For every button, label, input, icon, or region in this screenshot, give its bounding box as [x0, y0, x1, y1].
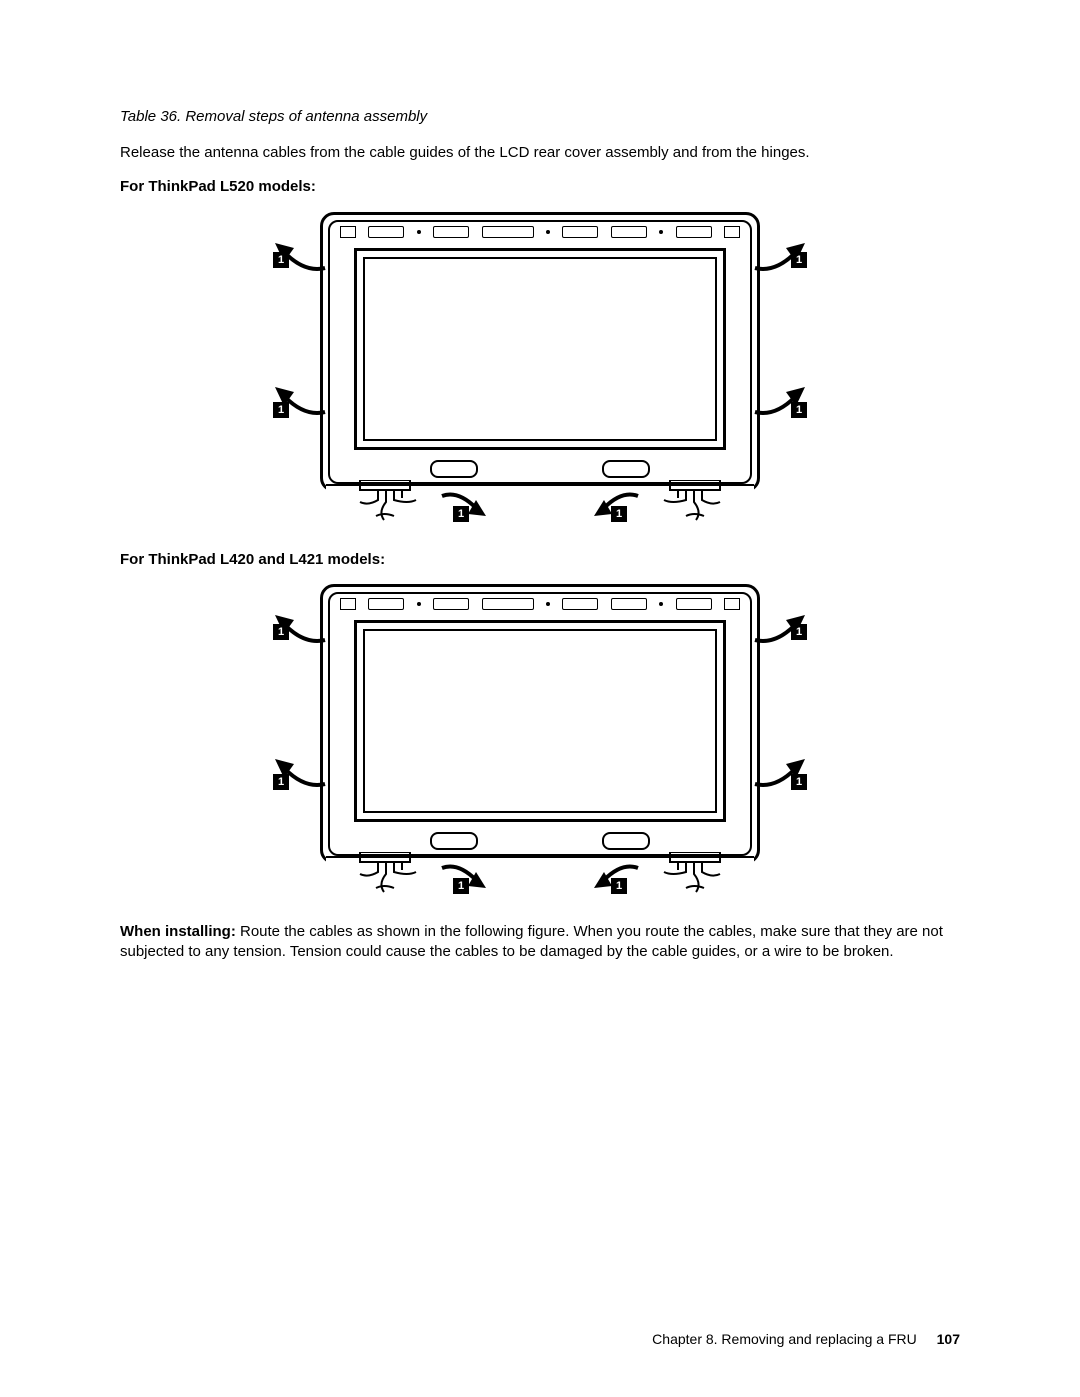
callout-marker: 1 — [273, 624, 289, 640]
callout-marker: 1 — [611, 878, 627, 894]
hinge-left — [358, 480, 438, 522]
callout-marker: 1 — [273, 774, 289, 790]
screen-frame — [354, 620, 726, 822]
page: Table 36. Removal steps of antenna assem… — [0, 0, 1080, 1397]
hinge-right — [642, 852, 722, 894]
page-footer: Chapter 8. Removing and replacing a FRU … — [652, 1331, 960, 1347]
lcd-rear-cover — [320, 584, 760, 894]
latch-hole-right — [602, 460, 650, 478]
callout-marker: 1 — [453, 506, 469, 522]
callout-marker: 1 — [791, 402, 807, 418]
callout-marker: 1 — [273, 252, 289, 268]
screen-frame — [354, 248, 726, 450]
diagram-l420: 1 1 1 1 1 1 — [275, 584, 805, 894]
screen-inner — [363, 629, 717, 813]
top-components — [340, 598, 740, 610]
heading-l520: For ThinkPad L520 models: — [120, 177, 960, 197]
top-components — [340, 226, 740, 238]
callout-marker: 1 — [453, 878, 469, 894]
install-note: When installing: Route the cables as sho… — [120, 922, 960, 963]
install-text: Route the cables as shown in the followi… — [120, 923, 943, 960]
latch-hole-left — [430, 832, 478, 850]
callout-marker: 1 — [791, 624, 807, 640]
hinge-right — [642, 480, 722, 522]
diagram-l520: 1 1 1 1 1 1 — [275, 212, 805, 522]
callout-marker: 1 — [791, 252, 807, 268]
heading-l420: For ThinkPad L420 and L421 models: — [120, 550, 960, 570]
latch-hole-left — [430, 460, 478, 478]
footer-page-number: 107 — [937, 1331, 960, 1347]
table-caption: Table 36. Removal steps of antenna assem… — [120, 108, 960, 125]
install-label: When installing: — [120, 923, 236, 940]
intro-text: Release the antenna cables from the cabl… — [120, 143, 960, 163]
latch-hole-right — [602, 832, 650, 850]
callout-marker: 1 — [791, 774, 807, 790]
callout-marker: 1 — [273, 402, 289, 418]
hinge-left — [358, 852, 438, 894]
screen-inner — [363, 257, 717, 441]
callout-marker: 1 — [611, 506, 627, 522]
lcd-rear-cover — [320, 212, 760, 522]
footer-chapter: Chapter 8. Removing and replacing a FRU — [652, 1331, 917, 1347]
